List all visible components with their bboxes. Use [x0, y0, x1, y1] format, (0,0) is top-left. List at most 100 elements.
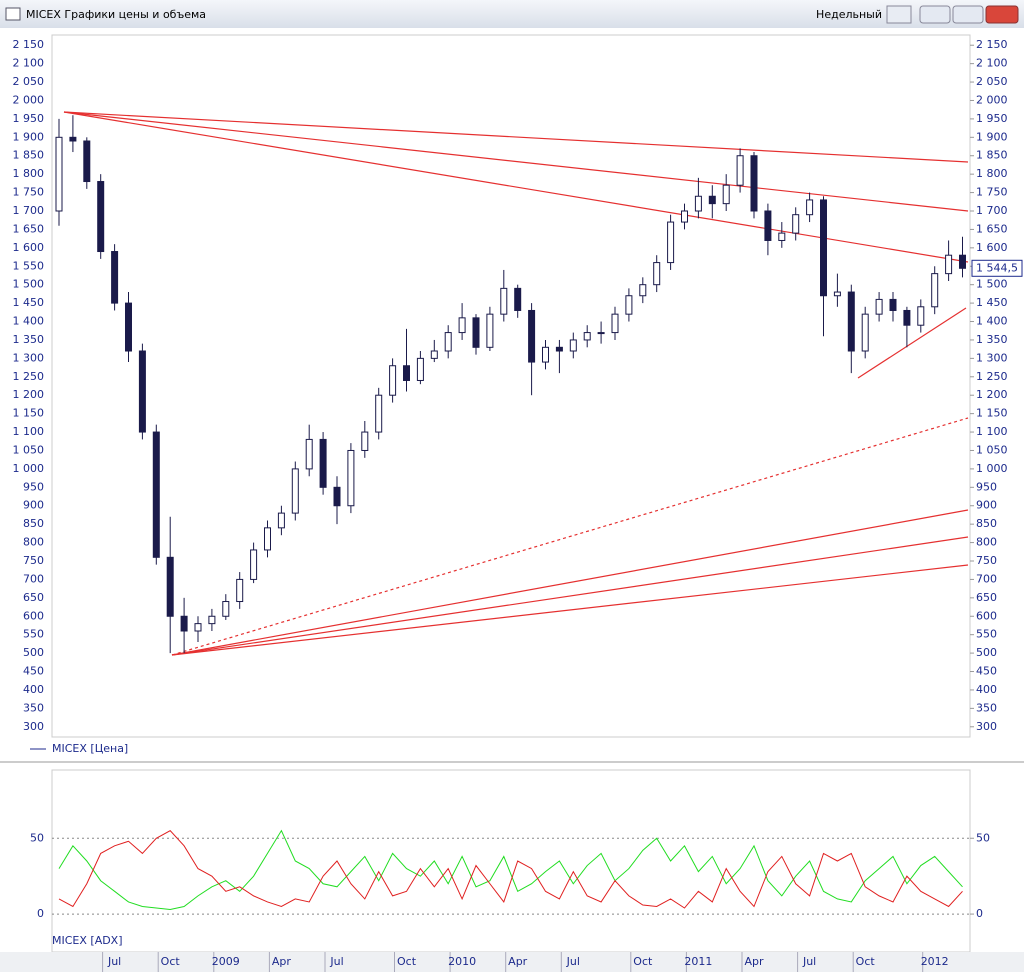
- y-tick-label-left: 1 350: [13, 333, 45, 346]
- candle-body: [305, 438, 313, 470]
- close-button[interactable]: [985, 5, 1019, 24]
- x-axis-strip: [0, 952, 1024, 972]
- y-tick-label-left: 1 600: [13, 241, 45, 254]
- x-tick-label: Jul: [107, 955, 121, 968]
- y-tick-label-left: 300: [23, 720, 44, 733]
- candle-body: [597, 332, 605, 335]
- y-tick-label-right: 2 100: [976, 57, 1008, 70]
- y-tick-label-left: 1 050: [13, 443, 45, 456]
- candle-body: [569, 339, 577, 352]
- y-tick-label-left: 1 750: [13, 186, 45, 199]
- y-tick-label-right: 1 950: [976, 112, 1008, 125]
- candle-body: [806, 199, 814, 216]
- y-tick-label-left: 2 000: [13, 93, 45, 106]
- x-tick-label: Apr: [744, 955, 764, 968]
- y-tick-label-right: 0: [976, 907, 983, 920]
- y-tick-label-left: 1 100: [13, 425, 45, 438]
- y-tick-label-right: 750: [976, 554, 997, 567]
- candle-body: [667, 221, 675, 264]
- y-tick-label-left: 1 550: [13, 259, 45, 272]
- y-tick-label-left: 600: [23, 609, 44, 622]
- candle-body: [180, 615, 188, 632]
- y-tick-label-right: 1 750: [976, 186, 1008, 199]
- y-tick-label-left: 750: [23, 554, 44, 567]
- maximize-button[interactable]: [952, 5, 984, 24]
- last-price-box: [971, 259, 1023, 277]
- y-tick-label-left: 50: [30, 831, 44, 844]
- y-tick-label-left: 1 200: [13, 388, 45, 401]
- candle-body: [820, 199, 827, 297]
- y-tick-label-right: 1 900: [976, 130, 1008, 143]
- y-tick-label-right: 2 000: [976, 93, 1008, 106]
- candle-body: [486, 313, 494, 348]
- y-tick-label-left: 700: [23, 572, 44, 585]
- x-tick-label: Oct: [633, 955, 653, 968]
- candle-body: [166, 556, 174, 617]
- y-tick-label-left: 1 150: [13, 407, 45, 420]
- x-tick-label: 2010: [448, 955, 476, 968]
- candle-body: [611, 313, 619, 334]
- x-tick-label: 2012: [921, 955, 949, 968]
- y-tick-label-left: 2 100: [13, 57, 45, 70]
- y-tick-label-right: 1 500: [976, 278, 1008, 291]
- title-bar: [0, 0, 1024, 28]
- y-tick-label-right: 850: [976, 517, 997, 530]
- candle-body: [416, 357, 424, 381]
- candle-body: [555, 346, 563, 352]
- y-tick-label-right: 1 050: [976, 443, 1008, 456]
- candle-body: [319, 438, 327, 488]
- candle-body: [69, 136, 77, 142]
- y-tick-label-left: 1 650: [13, 222, 45, 235]
- price-frame: [51, 34, 971, 738]
- last-price-label: 1 544,5: [976, 261, 1018, 274]
- y-tick-label-right: 2 150: [976, 38, 1008, 51]
- y-tick-label-right: 500: [976, 646, 997, 659]
- candle-body: [778, 232, 786, 241]
- candle-body: [639, 284, 647, 297]
- x-tick-label: Oct: [161, 955, 181, 968]
- y-tick-label-right: 400: [976, 683, 997, 696]
- candle-body: [97, 181, 105, 253]
- candle-body: [792, 214, 800, 234]
- candle-body: [625, 295, 633, 315]
- candle-body: [917, 306, 925, 326]
- period-button[interactable]: [886, 5, 912, 24]
- candle-body: [500, 287, 508, 315]
- y-tick-label-right: 1 850: [976, 149, 1008, 162]
- y-tick-label-right: 1 450: [976, 296, 1008, 309]
- y-tick-label-left: 900: [23, 499, 44, 512]
- candle-body: [736, 155, 744, 186]
- y-tick-label-left: 450: [23, 665, 44, 678]
- legend-entry: MICEX [Цена]: [52, 742, 128, 755]
- y-tick-label-right: 1 200: [976, 388, 1008, 401]
- y-tick-label-left: 850: [23, 517, 44, 530]
- y-tick-label-left: 1 400: [13, 315, 45, 328]
- period-selector[interactable]: Недельный: [816, 8, 882, 21]
- y-tick-label-left: 400: [23, 683, 44, 696]
- y-tick-label-right: 450: [976, 665, 997, 678]
- y-tick-label-right: 350: [976, 701, 997, 714]
- candle-body: [389, 365, 397, 396]
- candle-body: [472, 317, 480, 348]
- minimize-button[interactable]: [919, 5, 951, 24]
- y-tick-label-left: 800: [23, 536, 44, 549]
- candle-body: [903, 309, 911, 326]
- y-tick-label-right: 1 650: [976, 222, 1008, 235]
- y-tick-label-left: 500: [23, 646, 44, 659]
- y-tick-label-left: 1 850: [13, 149, 45, 162]
- y-tick-label-left: 650: [23, 591, 44, 604]
- x-tick-label: Jul: [802, 955, 816, 968]
- x-tick-label: Apr: [272, 955, 292, 968]
- candle-body: [277, 512, 285, 529]
- candle-body: [291, 468, 299, 514]
- y-tick-label-right: 1 250: [976, 370, 1008, 383]
- candle-body: [750, 155, 758, 212]
- candle-body: [152, 431, 160, 558]
- candle-body: [847, 291, 855, 352]
- x-tick-label: Jul: [566, 955, 580, 968]
- candle-body: [514, 287, 522, 311]
- candle-body: [444, 332, 452, 352]
- candle-body: [264, 527, 271, 551]
- y-tick-label-right: 1 000: [976, 462, 1008, 475]
